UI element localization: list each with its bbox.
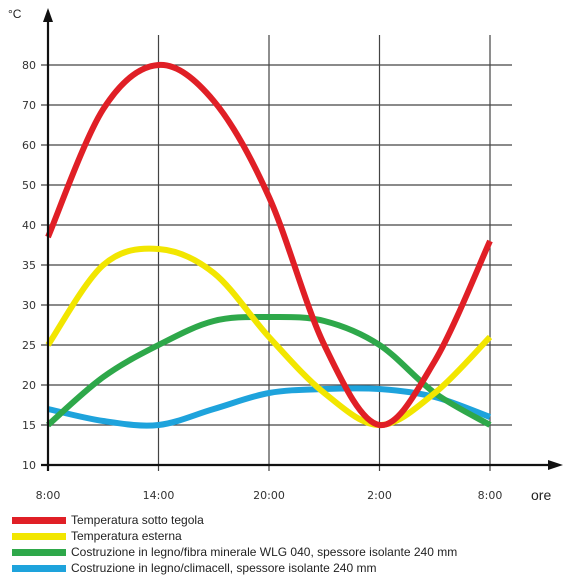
y-tick-label: 70 [22,99,36,112]
legend-item-wood-mineral-fiber: Costruzione in legno/fibra minerale WLG … [12,544,457,560]
y-tick-label: 25 [22,339,36,352]
y-tick-label: 15 [22,419,36,432]
x-axis-unit: ore [531,487,551,503]
x-tick-label: 14:00 [143,489,175,502]
legend-label: Temperatura sotto tegola [71,513,204,527]
x-axis-arrow [548,460,563,470]
y-axis-unit: °C [8,7,22,21]
y-tick-label: 60 [22,139,36,152]
legend-label: Temperatura esterna [71,529,182,543]
y-tick-label: 30 [22,299,36,312]
x-tick-label: 20:00 [253,489,285,502]
legend-swatch [12,564,66,572]
legend-swatch [12,516,66,524]
legend-swatch [12,532,66,540]
x-tick-label: 2:00 [367,489,392,502]
y-tick-label: 50 [22,179,36,192]
chart-axes: 10 15 20 25 30 35 40 50 60 70 80 8:00 14:00 20:00 2:00… [22,8,563,502]
y-tick-label: 80 [22,59,36,72]
y-tick-label: 40 [22,219,36,232]
y-tick-label: 35 [22,259,36,272]
x-tick-label: 8:00 [36,489,61,502]
temperature-chart: 10 15 20 25 30 35 40 50 60 70 80 8:00 14:00 20:00 2:00… [8,7,563,503]
chart-series [45,61,493,429]
x-tick-label: 8:00 [478,489,503,502]
y-tick-label: 20 [22,379,36,392]
legend: Temperatura sotto tegola Temperatura est… [12,512,457,576]
legend-item-outside-temp: Temperatura esterna [12,528,457,544]
legend-item-wood-climacell: Costruzione in legno/climacell, spessore… [12,560,457,576]
legend-item-roof-temp: Temperatura sotto tegola [12,512,457,528]
legend-swatch [12,548,66,556]
legend-label: Costruzione in legno/climacell, spessore… [71,561,377,575]
series-line-0 [45,61,493,429]
y-axis-arrow [43,8,53,22]
y-tick-label: 10 [22,459,36,472]
series-line-1 [45,245,493,428]
legend-label: Costruzione in legno/fibra minerale WLG … [71,545,458,559]
